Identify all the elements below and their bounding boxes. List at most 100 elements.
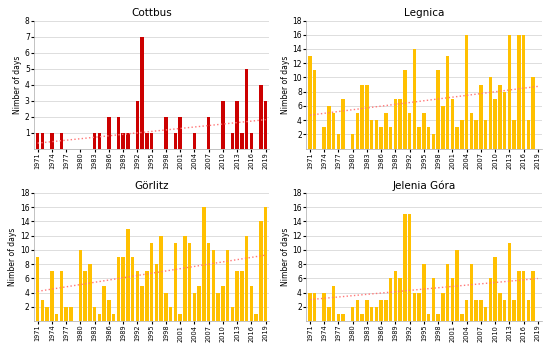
Bar	[432, 279, 435, 321]
Y-axis label: Nimber of days: Nimber of days	[280, 55, 289, 114]
Bar	[216, 293, 220, 321]
Bar	[356, 113, 359, 149]
Bar	[460, 314, 464, 321]
Bar	[356, 300, 359, 321]
Bar	[337, 134, 340, 149]
Bar	[432, 134, 435, 149]
Bar	[202, 207, 206, 321]
Bar	[351, 307, 354, 321]
Bar	[140, 36, 144, 149]
Bar	[126, 229, 130, 321]
Bar	[36, 257, 40, 321]
Bar	[370, 120, 373, 149]
Bar	[394, 99, 397, 149]
Bar	[164, 293, 168, 321]
Bar	[441, 293, 444, 321]
Bar	[517, 271, 521, 321]
Bar	[389, 279, 393, 321]
Bar	[365, 85, 369, 149]
Bar	[313, 70, 316, 149]
Bar	[498, 293, 502, 321]
Bar	[145, 271, 149, 321]
Bar	[389, 127, 393, 149]
Title: Legnica: Legnica	[404, 8, 444, 18]
Bar	[308, 56, 312, 149]
Bar	[150, 243, 153, 321]
Bar	[465, 35, 469, 149]
Bar	[493, 99, 497, 149]
Bar	[98, 314, 101, 321]
Bar	[117, 117, 120, 149]
Bar	[375, 307, 378, 321]
Bar	[375, 120, 378, 149]
Bar	[412, 49, 416, 149]
Bar	[526, 300, 530, 321]
Bar	[174, 133, 177, 149]
Bar	[470, 264, 473, 321]
Bar	[332, 113, 336, 149]
Bar	[470, 113, 473, 149]
Bar	[498, 85, 502, 149]
Bar	[112, 314, 116, 321]
Bar	[503, 300, 507, 321]
Bar	[522, 271, 525, 321]
Bar	[126, 133, 130, 149]
Bar	[122, 257, 125, 321]
Bar	[55, 314, 58, 321]
Bar	[107, 300, 111, 321]
Bar	[197, 286, 201, 321]
Bar	[230, 133, 234, 149]
Bar	[398, 279, 402, 321]
Bar	[508, 35, 511, 149]
Bar	[479, 300, 483, 321]
Bar	[93, 133, 96, 149]
Bar	[122, 133, 125, 149]
Bar	[493, 257, 497, 321]
Bar	[384, 113, 388, 149]
Bar	[145, 133, 149, 149]
Bar	[93, 307, 96, 321]
Bar	[102, 286, 106, 321]
Bar	[207, 117, 211, 149]
Bar	[455, 250, 459, 321]
Bar	[240, 133, 244, 149]
Bar	[441, 106, 444, 149]
Bar	[450, 279, 454, 321]
Bar	[212, 250, 215, 321]
Bar	[412, 293, 416, 321]
Bar	[41, 133, 44, 149]
Bar	[192, 293, 196, 321]
Bar	[183, 236, 186, 321]
Bar	[531, 77, 535, 149]
Bar	[69, 307, 73, 321]
Bar	[221, 101, 225, 149]
Y-axis label: Nimber of days: Nimber of days	[8, 228, 18, 286]
Bar	[313, 293, 316, 321]
Bar	[422, 113, 426, 149]
Bar	[342, 314, 345, 321]
Bar	[41, 300, 44, 321]
Bar	[98, 133, 101, 149]
Bar	[488, 279, 492, 321]
Bar	[59, 271, 63, 321]
Bar	[160, 236, 163, 321]
Bar	[322, 293, 326, 321]
Bar	[245, 69, 249, 149]
Bar	[226, 250, 229, 321]
Bar	[365, 300, 369, 321]
Bar	[465, 300, 469, 321]
Bar	[240, 271, 244, 321]
Bar	[308, 293, 312, 321]
Bar	[360, 314, 364, 321]
Bar	[479, 85, 483, 149]
Bar	[517, 35, 521, 149]
Bar	[417, 293, 421, 321]
Bar	[64, 307, 68, 321]
Bar	[84, 271, 87, 321]
Bar	[131, 257, 134, 321]
Bar	[207, 243, 211, 321]
Bar	[508, 243, 511, 321]
Bar	[188, 243, 191, 321]
Bar	[342, 99, 345, 149]
Bar	[427, 127, 431, 149]
